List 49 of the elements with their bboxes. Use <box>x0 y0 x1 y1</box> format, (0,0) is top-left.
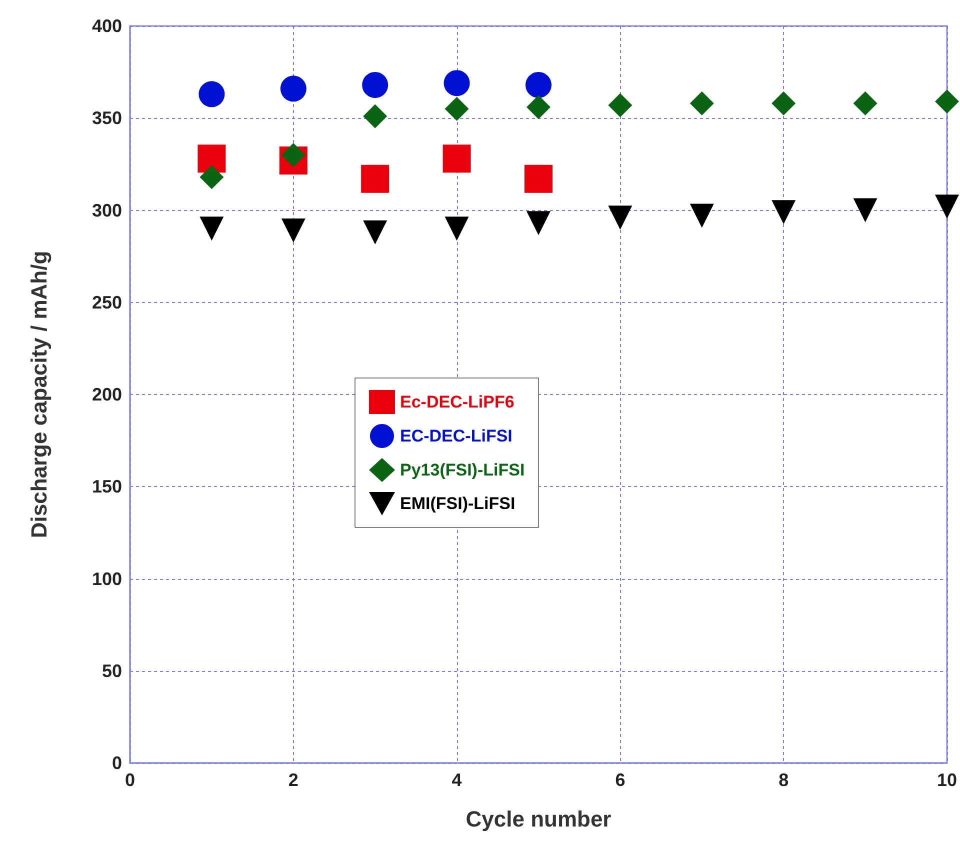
point <box>444 96 469 121</box>
y-axis-title: Discharge capacity / mAh/g <box>26 250 52 538</box>
point <box>200 165 224 190</box>
y-tick-label: 150 <box>92 476 122 497</box>
point <box>853 198 878 222</box>
point <box>361 164 390 193</box>
point <box>363 104 388 128</box>
point <box>444 70 470 96</box>
point <box>526 211 550 236</box>
y-tick-label: 200 <box>92 384 122 404</box>
point <box>198 144 226 173</box>
point <box>690 91 714 116</box>
point <box>772 91 796 116</box>
x-tick-label: 0 <box>124 770 136 790</box>
point <box>608 93 632 118</box>
point <box>442 144 471 173</box>
y-tick-label: 350 <box>92 108 122 128</box>
point <box>690 204 714 228</box>
point <box>280 76 306 102</box>
point <box>608 206 632 230</box>
x-tick-label: 2 <box>288 770 298 790</box>
legend-label: EMI(FSI)-LiFSI <box>400 494 516 514</box>
y-tick-label: 0 <box>112 753 122 773</box>
y-tick-label: 300 <box>92 200 122 220</box>
legend-label: EC-DEC-LiFSI <box>400 426 512 446</box>
point <box>524 164 552 193</box>
point <box>363 220 388 244</box>
point <box>198 81 225 108</box>
x-axis-title: Cycle number <box>466 806 612 832</box>
point <box>444 216 469 241</box>
point <box>200 216 224 241</box>
y-tick-label: 100 <box>92 568 122 589</box>
y-tick-label: 50 <box>102 660 122 681</box>
legend-label: Py13(FSI)-LiFSI <box>400 460 525 480</box>
point <box>934 90 959 114</box>
point <box>526 72 552 98</box>
x-tick-label: 6 <box>615 770 626 790</box>
point <box>934 194 959 219</box>
point <box>281 218 306 243</box>
x-tick-label: 4 <box>452 770 462 790</box>
y-tick-label: 400 <box>92 16 122 36</box>
x-tick-label: 8 <box>778 770 789 790</box>
point <box>772 200 796 224</box>
y-tick-label: 250 <box>92 292 122 312</box>
point <box>526 95 550 120</box>
point <box>853 91 878 116</box>
legend-label: Ec-DEC-LiPF6 <box>400 392 514 412</box>
point <box>362 72 388 98</box>
x-tick-label: 10 <box>936 770 958 790</box>
